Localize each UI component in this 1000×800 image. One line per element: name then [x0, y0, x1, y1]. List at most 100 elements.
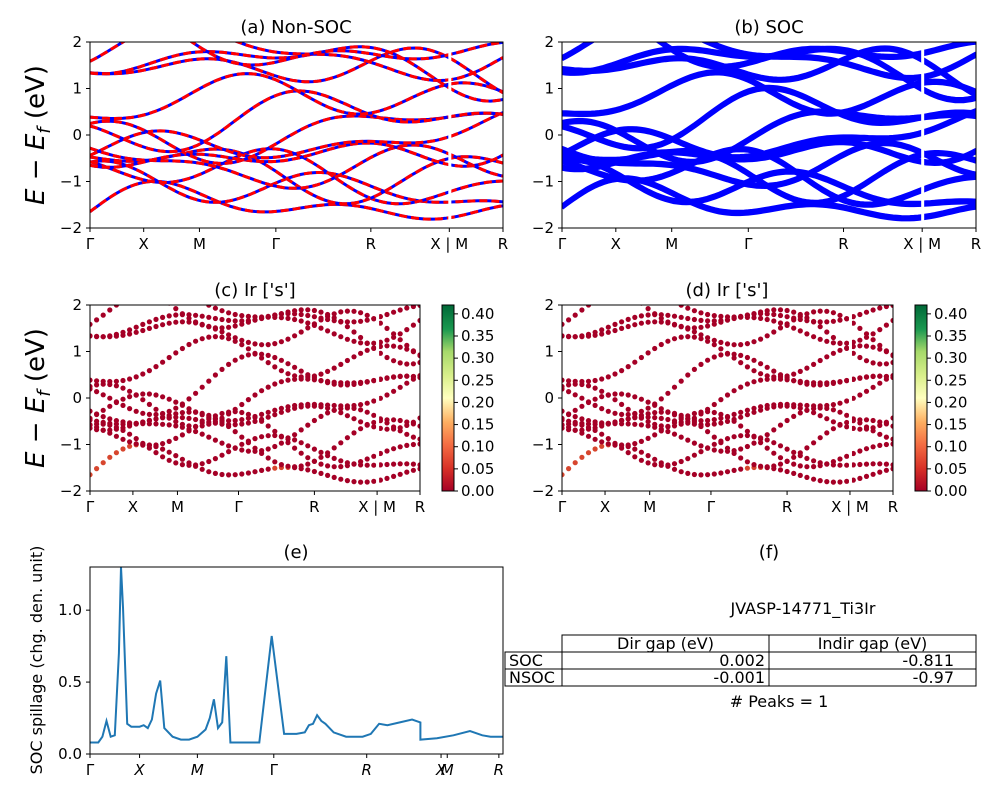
projected-point [206, 421, 212, 427]
projected-point [804, 445, 810, 451]
projected-point [404, 422, 410, 428]
projected-point [638, 408, 645, 414]
projected-point [259, 355, 265, 361]
projected-point [239, 421, 245, 427]
y-tick-label: 2 [544, 296, 554, 314]
projected-point [410, 348, 416, 354]
projected-point [259, 434, 265, 440]
projected-point [638, 320, 645, 326]
projected-point [830, 310, 837, 316]
projected-point [738, 409, 744, 415]
band-line [562, 87, 976, 152]
projected-point [94, 418, 100, 424]
projected-point [344, 478, 350, 484]
projected-point [777, 401, 784, 407]
table-cell: -0.811 [902, 651, 954, 670]
projected-point [870, 360, 876, 366]
projected-point [830, 426, 837, 432]
projected-point [298, 427, 304, 433]
material-id: JVASP-14771_Ti3Ir [730, 599, 876, 619]
projected-point [325, 402, 331, 408]
projected-point [639, 286, 644, 291]
projected-point [351, 319, 357, 325]
projected-point [127, 388, 133, 394]
colorbar-tick-label: 0.20 [934, 393, 967, 411]
projected-point [265, 433, 271, 439]
projected-point [318, 309, 324, 315]
projected-point [863, 388, 870, 394]
projected-point [219, 316, 225, 323]
projected-point [404, 342, 410, 348]
projected-point [850, 395, 856, 401]
projected-point [358, 334, 364, 341]
projected-point [200, 300, 205, 305]
projected-point [417, 462, 420, 468]
x-tick-label: X [128, 498, 138, 516]
projected-point [107, 307, 113, 313]
projected-point [331, 365, 337, 371]
projected-point [711, 421, 717, 427]
projected-point [292, 333, 298, 339]
projected-point [870, 331, 876, 337]
projected-point [665, 428, 671, 435]
projected-point [863, 374, 870, 380]
projected-point [193, 390, 199, 396]
band-line [189, 42, 503, 67]
projected-point [173, 460, 179, 466]
x-tick-label: M [193, 235, 206, 253]
projected-point [120, 402, 126, 408]
projected-point [325, 450, 331, 456]
projected-point [298, 318, 304, 324]
projected-point [744, 354, 751, 361]
projected-point [817, 403, 823, 409]
projected-point [784, 446, 790, 452]
projected-point [120, 298, 125, 303]
projected-point [358, 407, 364, 413]
projected-point [652, 432, 658, 438]
projected-point [758, 361, 764, 367]
x-tick-label: X | M [358, 498, 396, 516]
projected-point [298, 311, 304, 318]
projected-point [678, 458, 684, 465]
band-line [90, 147, 503, 206]
projected-point [824, 308, 830, 314]
projected-point [305, 467, 311, 473]
projected-point [566, 389, 572, 395]
projected-point [212, 325, 218, 331]
projected-point [857, 426, 863, 432]
projected-point [417, 466, 420, 472]
projected-point [645, 312, 651, 318]
projected-point [870, 461, 876, 467]
projected-point [645, 306, 651, 312]
y-tick-label: 0.0 [58, 745, 82, 763]
projected-point [619, 368, 625, 374]
projected-point [259, 315, 265, 321]
projected-point [844, 398, 850, 404]
projected-point [311, 373, 317, 379]
gap-table: Dir gap (eV) Indir gap (eV) SOC 0.002 -0.811… [504, 634, 977, 687]
y-tick-label: −2 [60, 482, 82, 500]
projected-point [166, 449, 172, 455]
projected-point [397, 384, 403, 390]
projected-point [645, 453, 651, 459]
projected-point [625, 442, 631, 448]
projected-point [364, 456, 370, 462]
band-line [562, 175, 976, 219]
projected-point [857, 354, 863, 361]
projected-point [890, 359, 893, 366]
projected-point [226, 310, 232, 316]
projected-point [391, 473, 397, 479]
projected-point [265, 409, 271, 415]
projected-point [179, 421, 185, 427]
projected-point [877, 469, 883, 475]
projected-point [259, 388, 265, 394]
projected-point [344, 435, 350, 441]
projected-point [804, 474, 810, 480]
projected-point [592, 436, 598, 442]
projected-point [292, 316, 298, 323]
projected-point [226, 418, 232, 424]
projected-point [870, 344, 876, 350]
band-line [90, 111, 503, 160]
projected-point [771, 374, 777, 380]
projected-point [671, 322, 678, 328]
